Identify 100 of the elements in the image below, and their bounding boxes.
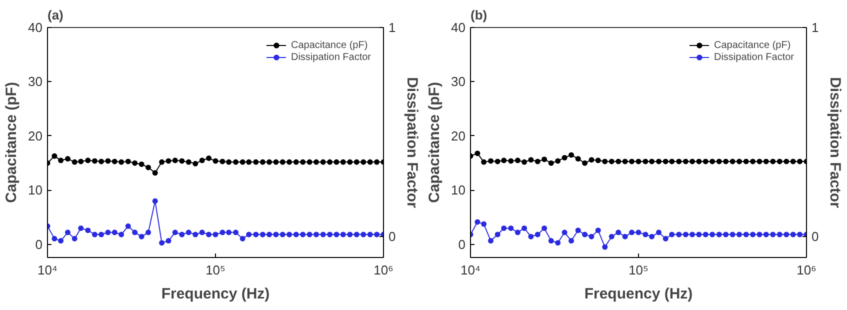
chart-title: (b): [470, 8, 488, 22]
point: [58, 238, 64, 244]
point: [152, 170, 158, 176]
point: [784, 158, 790, 164]
legend-label: Capacitance (pF): [290, 39, 368, 51]
x-tick-label: 10⁶: [796, 262, 816, 278]
legend-label: Dissipation Factor: [714, 51, 794, 63]
point: [360, 159, 366, 165]
point: [501, 225, 507, 231]
point: [676, 232, 682, 238]
point: [723, 232, 729, 238]
point: [723, 158, 729, 164]
point: [199, 230, 205, 236]
point: [622, 234, 628, 240]
point: [192, 160, 198, 166]
y-tick-label: 40: [28, 20, 43, 35]
point: [280, 232, 286, 238]
point: [199, 158, 205, 164]
y2-axis-title: Dissipation Factor: [404, 77, 421, 208]
point: [743, 158, 749, 164]
point: [233, 230, 239, 236]
point: [72, 236, 78, 242]
point: [166, 238, 172, 244]
point: [347, 232, 353, 238]
point: [595, 158, 601, 164]
point: [220, 158, 226, 164]
point: [125, 223, 131, 229]
point: [273, 159, 279, 165]
point: [629, 230, 635, 236]
point: [240, 236, 246, 242]
point: [522, 159, 528, 165]
point: [112, 158, 118, 164]
point: [756, 232, 762, 238]
point: [65, 230, 71, 236]
point: [776, 232, 782, 238]
point: [642, 158, 648, 164]
point: [522, 225, 528, 231]
y-tick-label: 0: [35, 236, 43, 252]
point: [286, 232, 292, 238]
y-tick-label: 30: [28, 74, 43, 90]
x-axis-title: Frequency (Hz): [161, 286, 270, 302]
point: [750, 232, 756, 238]
point: [629, 158, 635, 164]
point: [374, 159, 380, 165]
point: [192, 232, 198, 238]
point: [98, 232, 104, 238]
y2-tick-label: 0: [388, 229, 396, 244]
point: [286, 159, 292, 165]
point: [696, 232, 702, 238]
point: [246, 232, 252, 238]
chart-title: (a): [48, 8, 64, 22]
point: [488, 238, 494, 244]
point: [669, 158, 675, 164]
point: [608, 158, 614, 164]
x-tick-label: 10⁴: [37, 262, 58, 278]
legend-label: Dissipation Factor: [290, 51, 371, 63]
point: [92, 158, 98, 164]
point: [514, 230, 520, 236]
point: [616, 158, 622, 164]
point: [575, 156, 581, 162]
point: [528, 157, 534, 163]
point: [662, 158, 668, 164]
point: [367, 159, 373, 165]
point: [85, 158, 91, 164]
point: [179, 158, 185, 164]
point: [501, 158, 507, 164]
point: [273, 232, 279, 238]
point: [784, 232, 790, 238]
point: [797, 158, 803, 164]
point: [481, 159, 487, 165]
point: [179, 232, 185, 238]
point: [146, 230, 152, 236]
point: [702, 158, 708, 164]
point: [534, 232, 540, 238]
point: [790, 158, 796, 164]
point: [636, 230, 642, 236]
point: [212, 158, 218, 164]
point: [595, 228, 601, 234]
point: [582, 232, 588, 238]
point: [206, 155, 212, 161]
point: [159, 240, 165, 246]
point: [138, 161, 144, 167]
point: [98, 158, 104, 164]
y2-tick-label: 1: [388, 20, 396, 35]
point: [125, 158, 131, 164]
point: [548, 160, 554, 166]
point: [78, 225, 84, 231]
point: [730, 232, 736, 238]
point: [253, 159, 259, 165]
point: [334, 232, 340, 238]
point: [186, 159, 192, 165]
x-tick-label: 10⁶: [374, 262, 394, 278]
point: [367, 232, 373, 238]
point: [562, 230, 568, 236]
point: [736, 158, 742, 164]
point: [327, 159, 333, 165]
point: [494, 158, 500, 164]
point: [776, 158, 782, 164]
point: [132, 230, 138, 236]
point: [716, 232, 722, 238]
